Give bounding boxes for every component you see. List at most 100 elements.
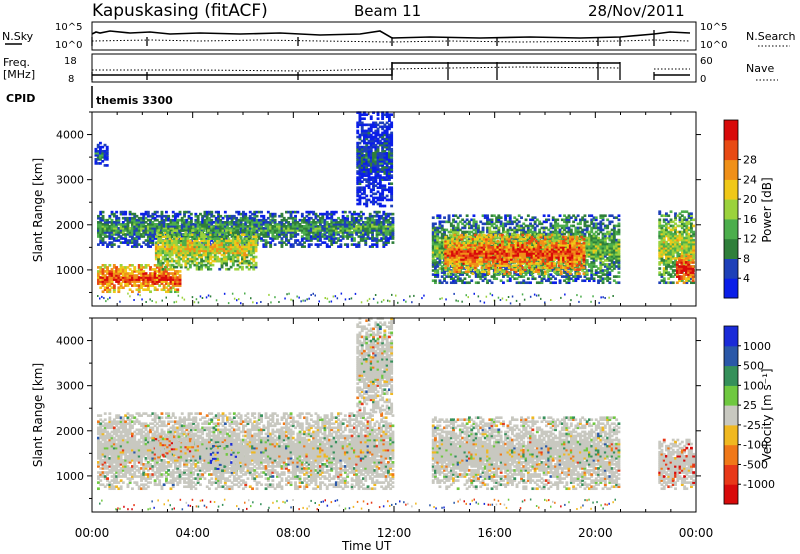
power-cell — [153, 268, 157, 271]
power-cell — [153, 286, 157, 290]
power-cell — [180, 235, 184, 238]
power-cell — [168, 263, 172, 267]
power-cell — [184, 253, 188, 257]
power-cell — [183, 235, 186, 238]
power-cell — [153, 278, 157, 281]
power-cell — [300, 229, 304, 232]
power-cell — [133, 270, 137, 273]
power-cell — [384, 212, 388, 216]
power-cell — [391, 235, 395, 238]
power-cell — [133, 225, 137, 228]
power-cell — [178, 274, 182, 277]
power-cell — [255, 214, 259, 218]
power-cell — [99, 221, 103, 224]
power-cell — [112, 270, 116, 273]
power-cell — [228, 216, 232, 220]
power-cell — [142, 218, 146, 222]
power-cell — [110, 237, 114, 240]
power-cell — [257, 235, 261, 238]
power-cell — [254, 261, 258, 265]
power-cell — [214, 227, 218, 230]
power-cell — [217, 223, 220, 226]
power-cell — [133, 233, 137, 236]
power-cell — [280, 218, 284, 222]
power-cell — [375, 225, 379, 228]
power-cell — [124, 229, 128, 232]
power-cell — [350, 225, 354, 228]
power-cell — [323, 227, 327, 230]
power-cell — [110, 278, 114, 281]
power-cell — [133, 218, 137, 222]
power-cell — [223, 225, 227, 228]
power-cell — [294, 235, 297, 238]
power-cell — [330, 223, 334, 226]
power-cell — [115, 239, 119, 242]
power-cell — [362, 239, 365, 242]
power-cell — [266, 227, 270, 230]
power-cell — [617, 238, 621, 242]
power-cell — [117, 272, 121, 275]
power-cell — [176, 282, 180, 285]
power-cell — [307, 210, 311, 214]
power-cell — [155, 214, 159, 218]
power-cell — [146, 278, 150, 281]
power-cell — [166, 261, 170, 265]
power-cell — [103, 227, 107, 230]
power-cell — [124, 216, 128, 220]
power-cell — [257, 218, 261, 222]
power-cell — [103, 241, 107, 244]
power-cell — [362, 227, 365, 230]
power-cell — [280, 212, 284, 216]
power-cell — [502, 281, 505, 285]
power-cell — [146, 223, 150, 226]
power-cell — [101, 218, 105, 222]
power-cell — [119, 225, 123, 228]
power-cell — [131, 274, 134, 277]
power-cell — [221, 221, 225, 224]
power-cell — [126, 227, 130, 230]
power-cell — [330, 229, 334, 232]
power-cell — [499, 216, 503, 220]
power-cell — [371, 214, 374, 218]
power-cell — [142, 216, 146, 220]
power-cell — [353, 212, 356, 216]
power-cell — [289, 225, 293, 228]
power-cell — [294, 223, 297, 226]
power-cell — [291, 235, 295, 238]
power-cell — [330, 210, 334, 214]
power-cell — [182, 237, 185, 241]
power-cell — [314, 227, 318, 230]
power-cell — [300, 243, 304, 246]
power-cell — [196, 227, 200, 230]
power-cell — [223, 227, 227, 230]
power-cell — [160, 270, 164, 273]
power-cell — [307, 231, 311, 234]
power-cell — [106, 286, 109, 290]
power-cell — [180, 216, 184, 220]
power-cell — [170, 253, 174, 257]
power-cell — [217, 218, 220, 222]
power-cell — [103, 278, 107, 281]
power-cell — [106, 227, 109, 230]
power-cell — [99, 235, 103, 238]
power-cell — [330, 214, 334, 218]
power-cell — [119, 235, 123, 238]
power-cell — [158, 223, 162, 226]
power-cell — [384, 216, 388, 220]
power-cell — [110, 231, 114, 234]
freq-panel — [91, 53, 697, 83]
power-cell — [463, 277, 467, 281]
power-cell — [209, 267, 213, 271]
power-cell — [273, 212, 277, 216]
nave-trace — [92, 66, 690, 72]
power-cell — [128, 233, 132, 236]
power-cell — [305, 214, 309, 218]
power-cell — [101, 227, 105, 230]
power-cell — [135, 233, 139, 236]
power-cell — [230, 221, 234, 224]
power-cell — [171, 286, 175, 290]
power-cell — [219, 218, 223, 222]
power-cell — [387, 231, 390, 234]
power-cell — [542, 214, 546, 218]
power-cell — [278, 227, 282, 230]
